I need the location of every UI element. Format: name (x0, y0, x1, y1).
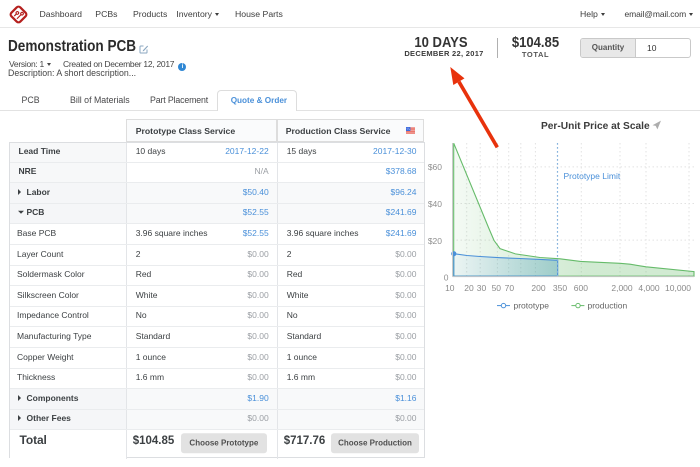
svg-text:$60: $60 (428, 162, 442, 172)
svg-text:30: 30 (477, 283, 487, 293)
svg-text:20: 20 (464, 283, 474, 293)
svg-text:350: 350 (553, 283, 567, 293)
svg-text:2,000: 2,000 (611, 283, 633, 293)
svg-text:prototype: prototype (514, 301, 550, 311)
svg-text:600: 600 (574, 283, 588, 293)
svg-text:10,000: 10,000 (665, 283, 691, 293)
svg-text:production: production (588, 301, 628, 311)
svg-text:70: 70 (505, 283, 515, 293)
svg-text:4,000: 4,000 (638, 283, 660, 293)
svg-text:0: 0 (444, 272, 449, 282)
svg-text:$20: $20 (428, 236, 442, 246)
svg-text:Per-Unit Price at Scale: Per-Unit Price at Scale (541, 121, 650, 132)
svg-text:200: 200 (531, 283, 545, 293)
svg-text:10: 10 (445, 283, 455, 293)
svg-text:$40: $40 (428, 199, 442, 209)
svg-text:50: 50 (492, 283, 502, 293)
svg-text:Prototype Limit: Prototype Limit (564, 171, 621, 181)
